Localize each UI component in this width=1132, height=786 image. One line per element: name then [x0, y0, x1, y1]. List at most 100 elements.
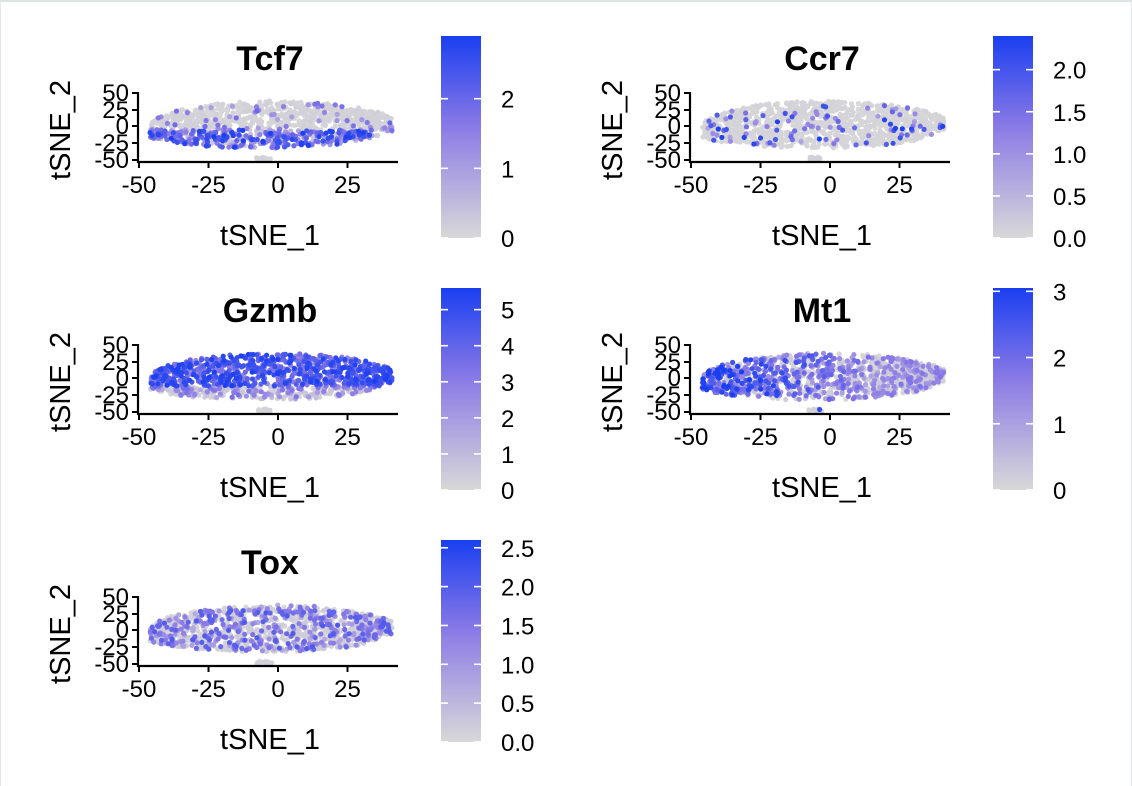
cell-point: [767, 140, 773, 146]
cell-point: [270, 356, 276, 362]
cell-point: [818, 109, 824, 115]
cell-point: [727, 368, 733, 374]
cell-point: [320, 138, 326, 144]
cell-point: [267, 384, 274, 390]
cell-point: [880, 356, 886, 362]
cell-point: [308, 118, 314, 124]
x-axis-label: tSNE_1: [220, 472, 320, 504]
cell-point: [774, 392, 780, 399]
cell-point: [798, 115, 804, 121]
cell-point: [748, 357, 754, 363]
cell-point: [786, 383, 792, 389]
cell-point: [914, 132, 920, 138]
cell-point: [272, 363, 278, 370]
cell-point: [772, 102, 778, 108]
cell-point: [838, 134, 844, 140]
cell-point: [792, 128, 798, 134]
cell-point: [706, 118, 712, 124]
cell-point: [314, 389, 320, 395]
cell-point: [758, 386, 764, 392]
cell-point: [343, 134, 349, 140]
cell-point: [245, 351, 251, 358]
cell-point: [753, 359, 759, 365]
cell-point: [300, 130, 306, 136]
cell-point: [235, 109, 241, 115]
cell-point: [810, 115, 816, 121]
cell-point: [372, 364, 378, 370]
cell-point: [316, 134, 322, 140]
cell-point: [796, 396, 802, 402]
cell-point: [254, 365, 260, 371]
cell-point: [813, 392, 819, 398]
cell-point: [307, 379, 314, 385]
cell-point: [772, 136, 779, 143]
cell-point: [227, 122, 233, 129]
cell-point: [873, 372, 880, 378]
cell-point: [242, 355, 248, 361]
cell-point: [801, 362, 808, 368]
x-tick-label: -25: [743, 172, 778, 199]
cell-point: [346, 365, 352, 371]
cell-point: [317, 372, 323, 378]
cell-point: [204, 361, 210, 367]
cell-point: [277, 382, 283, 388]
cell-point: [827, 124, 833, 130]
legend-tick-label: 0: [1053, 478, 1066, 505]
cell-point: [760, 372, 767, 378]
cell-point: [834, 104, 840, 110]
cell-point: [255, 374, 262, 380]
cell-point: [275, 371, 281, 377]
cell-point: [280, 104, 287, 110]
cell-point: [813, 133, 819, 139]
legend-tick-label: 1.5: [1053, 100, 1086, 127]
cell-point: [788, 100, 794, 106]
cell-point: [821, 131, 827, 137]
cell-point: [220, 118, 226, 124]
y-tick-label: 0: [116, 113, 129, 140]
cell-point: [797, 390, 803, 396]
cell-point: [240, 138, 246, 144]
cell-point: [341, 384, 347, 390]
cell-point: [218, 368, 224, 374]
cell-point: [820, 103, 826, 109]
cell-point: [721, 367, 727, 373]
cell-point: [298, 140, 305, 146]
cell-point: [342, 357, 348, 363]
cell-point: [710, 130, 716, 137]
cell-point: [238, 353, 244, 359]
cell-point: [352, 108, 359, 114]
cell-point: [382, 376, 389, 382]
cell-point: [880, 131, 886, 137]
cell-point: [267, 407, 273, 413]
cell-point: [289, 374, 295, 380]
cell-point: [215, 101, 221, 107]
cell-point: [287, 352, 293, 358]
cell-point: [765, 385, 771, 391]
cell-point: [808, 123, 814, 129]
cell-point: [745, 370, 751, 376]
cell-point: [817, 406, 823, 413]
cell-point: [177, 132, 183, 139]
cell-point: [224, 108, 231, 114]
cell-point: [727, 373, 733, 379]
cell-point: [206, 374, 212, 380]
legend-tick-label: 0: [501, 478, 514, 505]
cell-point: [191, 368, 197, 374]
cell-point: [838, 360, 844, 366]
cell-point: [824, 113, 831, 119]
cell-point: [221, 132, 227, 139]
cell-point: [282, 351, 289, 357]
cell-point: [216, 385, 222, 392]
cell-point: [172, 122, 178, 128]
cell-point: [152, 374, 158, 380]
cell-point: [793, 359, 799, 366]
cell-point: [384, 113, 390, 119]
legend-color-bar: [441, 36, 481, 238]
cell-point: [862, 394, 868, 400]
cell-point: [164, 382, 170, 388]
cell-point: [291, 109, 297, 115]
cell-point: [774, 127, 780, 133]
cell-point: [881, 117, 888, 123]
cell-point: [319, 103, 325, 109]
